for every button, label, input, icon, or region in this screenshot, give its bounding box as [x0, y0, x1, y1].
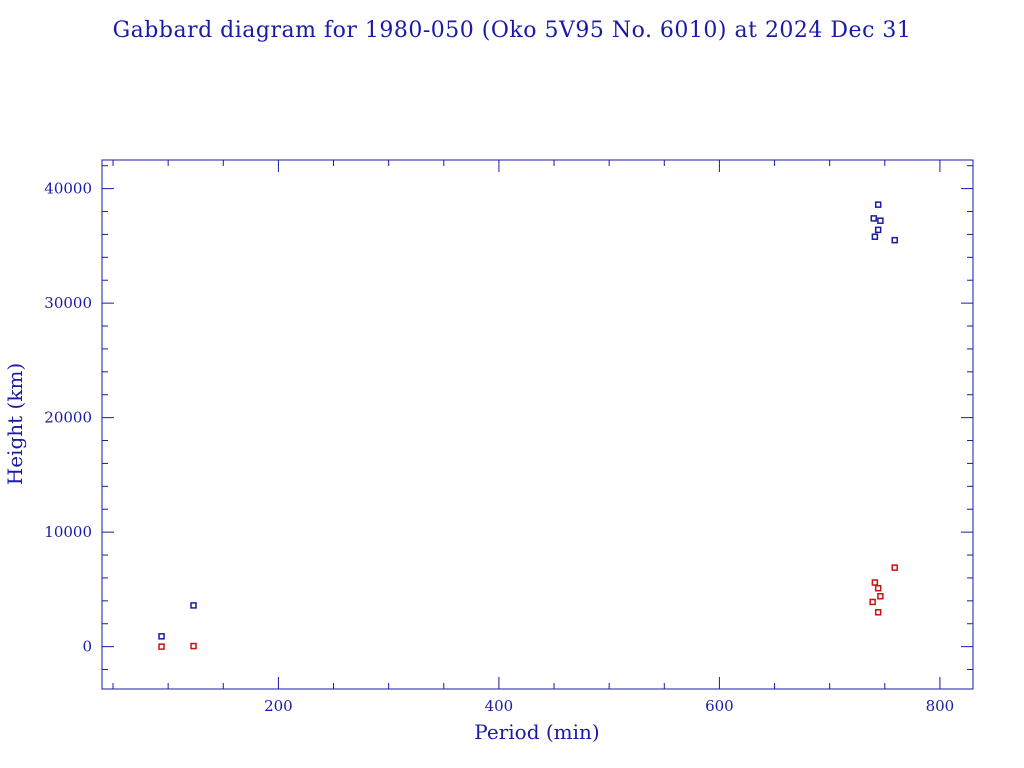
data-point [874, 226, 882, 234]
y-tick-label: 20000 [44, 409, 92, 427]
x-tick-label: 400 [485, 697, 514, 715]
data-point [870, 215, 878, 222]
x-tick-label: 600 [705, 697, 734, 715]
data-point [874, 201, 882, 208]
data-point [891, 564, 898, 571]
y-axis-label: Height (km) [3, 363, 27, 485]
x-tick-label: 800 [926, 697, 955, 715]
data-point [869, 598, 876, 606]
axis-ticks [102, 160, 973, 689]
data-point [158, 643, 165, 650]
data-point [190, 642, 197, 650]
y-tick-label: 40000 [44, 180, 92, 198]
data-point [874, 609, 882, 616]
data-points [158, 201, 898, 650]
chart-title: Gabbard diagram for 1980-050 (Oko 5V95 N… [113, 18, 912, 43]
y-tick-label: 30000 [44, 294, 92, 312]
data-point [158, 633, 165, 640]
y-tick-label: 0 [82, 638, 92, 656]
x-tick-label: 200 [264, 697, 293, 715]
data-point [190, 602, 197, 609]
data-point [877, 593, 884, 600]
data-point [877, 217, 884, 224]
data-point [874, 584, 882, 592]
data-point [871, 233, 879, 240]
y-tick-label: 10000 [44, 523, 92, 541]
plot-frame [101, 159, 974, 690]
x-axis-label: Period (min) [474, 720, 599, 744]
data-point [871, 579, 879, 586]
data-point [891, 236, 898, 244]
axis-tick-labels: 200 400 600 800 0 10000 20000 30000 40000 [44, 180, 954, 715]
